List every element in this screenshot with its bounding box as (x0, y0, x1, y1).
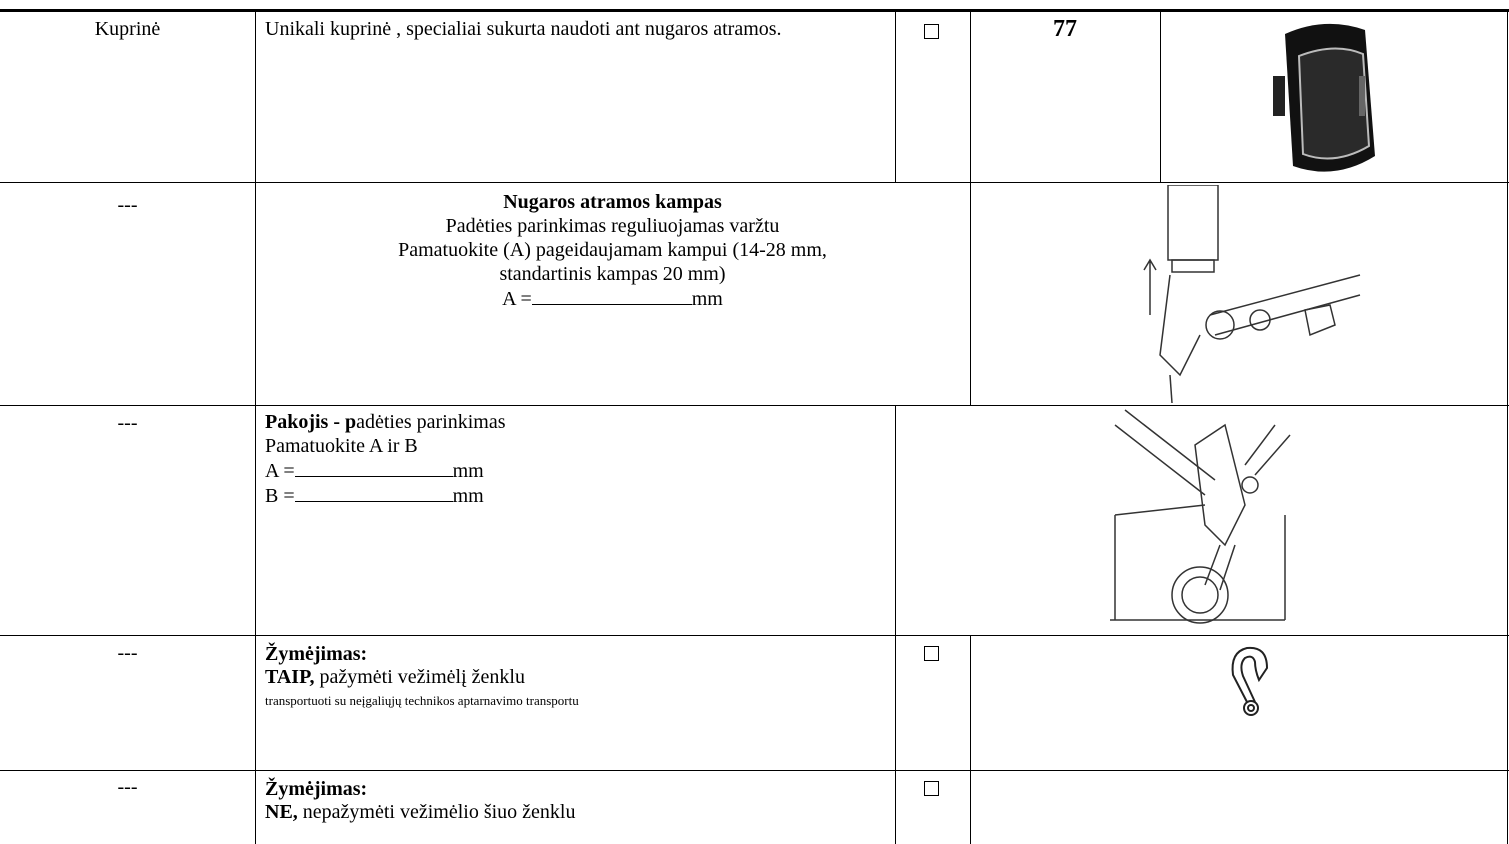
field: A = mm (265, 458, 506, 483)
cell-name: --- (117, 776, 138, 798)
note: transportuoti su neįgaliųjų technikos ap… (265, 693, 579, 708)
text-line: standartinis kampas 20 mm) (499, 263, 726, 285)
field-unit: mm (452, 485, 484, 507)
cell-title: Žymėjimas: (265, 643, 368, 665)
cell-name: --- (117, 642, 138, 664)
cell-title: Pakojis - padėties parinkimas (265, 410, 506, 434)
border (0, 182, 1509, 183)
border (970, 10, 971, 182)
cell-content: Pakojis - padėties parinkimas Pamatuokit… (265, 410, 506, 508)
blank-line (294, 458, 453, 477)
option-text: nepažymėti vežimėlio šiuo ženklu (302, 801, 576, 823)
footrest-diagram (1110, 409, 1291, 624)
cell-content: Nugaros atramos kampas Padėties parinkim… (255, 190, 970, 311)
backrest-diagram (1143, 185, 1361, 403)
cell-content: Žymėjimas: TAIP, pažymėti vežimėlį ženkl… (265, 643, 579, 712)
border (255, 10, 256, 844)
cell-title: Žymėjimas: (265, 778, 368, 800)
field-label: A = (502, 288, 532, 310)
field: A = mm (255, 286, 970, 311)
field-label: A = (265, 460, 295, 482)
border (895, 405, 896, 635)
title-rest: adėties parinkimas (356, 411, 506, 433)
option-text: pažymėti vežimėlį ženklu (319, 666, 525, 688)
hook-icon (1231, 646, 1269, 716)
field-label: B = (265, 485, 295, 507)
option-bold: TAIP, (265, 666, 315, 688)
backpack-image (1273, 23, 1375, 172)
blank-line (294, 483, 453, 502)
border (895, 10, 896, 182)
title-bold: Pakojis - p (265, 411, 357, 433)
cell-description: Unikali kuprinė , specialiai sukurta nau… (265, 18, 782, 40)
border (0, 9, 1509, 12)
checkbox[interactable] (924, 646, 939, 661)
text-line: Padėties parinkimas reguliuojamas varžtu (445, 215, 780, 237)
border (970, 182, 971, 405)
border (0, 635, 1509, 636)
cell-name: --- (117, 194, 138, 216)
border (1160, 10, 1161, 182)
checkbox[interactable] (924, 24, 939, 39)
border (1507, 10, 1508, 844)
border (0, 770, 1509, 771)
border (0, 405, 1509, 406)
cell-title: Nugaros atramos kampas (503, 191, 722, 213)
checkbox[interactable] (924, 781, 939, 796)
blank-line (531, 286, 692, 305)
field: B = mm (265, 483, 506, 508)
cell-name: --- (117, 412, 138, 434)
field-unit: mm (691, 288, 723, 310)
cell-number: 77 (1053, 16, 1077, 42)
field-unit: mm (452, 460, 484, 482)
cell-content: Žymėjimas: NE, nepažymėti vežimėlio šiuo… (265, 778, 575, 824)
border (970, 635, 971, 844)
cell-name: Kuprinė (94, 18, 161, 40)
text-line: Pamatuokite (A) pageidaujamam kampui (14… (398, 239, 827, 261)
text-line: Pamatuokite A ir B (265, 435, 418, 457)
option-bold: NE, (265, 801, 298, 823)
border (895, 635, 896, 844)
